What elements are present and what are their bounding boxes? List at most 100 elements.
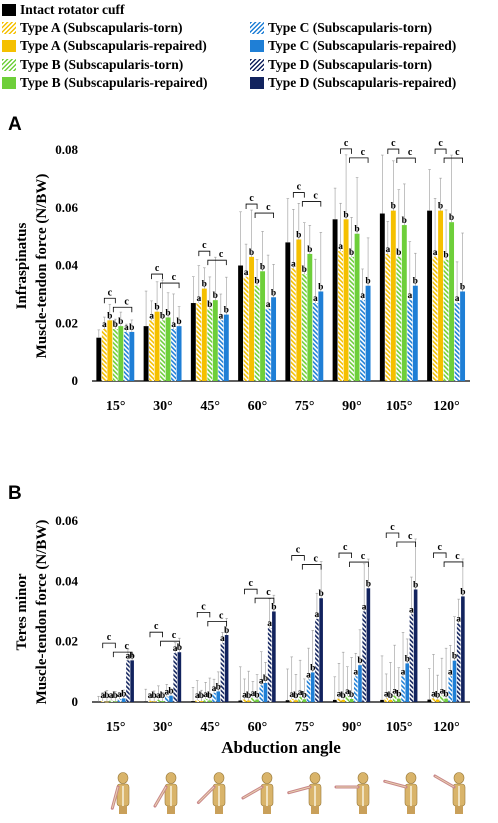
bar (337, 698, 341, 702)
bar (191, 701, 195, 702)
significance-bracket (149, 631, 163, 638)
x-axis-title: Abduction angle (221, 738, 341, 757)
significance-letter: a (448, 667, 453, 677)
bar (444, 698, 448, 702)
significance-letter: b (341, 691, 346, 701)
bar (271, 297, 277, 381)
significance-bracket (292, 192, 305, 198)
significance-letter: b (160, 311, 165, 321)
panel-letter-a: A (8, 114, 22, 135)
bar (460, 291, 466, 381)
bracket-letter: c (266, 202, 271, 213)
bar (332, 699, 337, 702)
bracket-letter: c (219, 610, 224, 621)
significance-bracket (207, 620, 228, 627)
legend-label: Type A (Subscapularis-repaired) (20, 38, 207, 53)
bar (285, 242, 291, 381)
shoulder-abduction-figure (433, 772, 466, 814)
significance-letter: b (213, 291, 218, 301)
significance-letter: b (349, 690, 354, 700)
bar (113, 701, 118, 702)
significance-bracket (434, 148, 447, 155)
significance-letter: b (113, 320, 118, 330)
bracket-letter: c (297, 182, 302, 193)
significance-letter: b (202, 280, 207, 290)
bar (449, 222, 455, 381)
x-tick-label: 15° (106, 720, 126, 735)
bar (272, 611, 276, 702)
bracket-letter: c (108, 287, 113, 298)
legend-swatch (2, 40, 16, 52)
bar (296, 239, 302, 381)
significance-letter: b (388, 691, 393, 701)
bracket-letter: c (408, 531, 413, 542)
significance-bracket (254, 597, 275, 604)
bar (176, 326, 182, 381)
significance-letter: a (203, 690, 208, 700)
bracket-letter: c (390, 522, 395, 533)
significance-letter: b (249, 248, 254, 258)
significance-letter: a (401, 667, 406, 677)
bar (100, 701, 105, 702)
legend-swatch (250, 59, 264, 71)
legend-item: Type B (Subscapularis-repaired) (2, 75, 208, 91)
legend-label: Type D (Subscapularis-repaired) (268, 75, 457, 90)
significance-letter: a (124, 323, 129, 333)
bar (173, 653, 177, 702)
bracket-letter: c (172, 630, 177, 641)
bracket-letter: c (361, 551, 366, 562)
significance-bracket (387, 148, 400, 155)
bar (432, 256, 438, 381)
significance-letter: b (343, 210, 348, 220)
significance-bracket (396, 541, 417, 547)
significance-letter: b (460, 282, 465, 292)
significance-letter: a (384, 689, 389, 699)
x-tick-label: 105° (386, 720, 413, 735)
x-tick-label: 30° (153, 720, 173, 735)
bar (354, 233, 360, 381)
bar (427, 699, 432, 702)
bar (259, 685, 264, 702)
significance-letter: b (302, 690, 307, 700)
significance-bracket (207, 259, 227, 266)
x-tick-label: 105° (386, 399, 413, 414)
bar (454, 303, 460, 381)
bar (223, 314, 229, 381)
significance-letter: b (413, 580, 418, 590)
significance-letter: b (365, 277, 370, 287)
x-tick-label: 120° (433, 399, 460, 414)
significance-letter: a (117, 690, 122, 700)
significance-letter: b (396, 690, 401, 700)
significance-letter: b (152, 691, 157, 701)
significance-letter: a (338, 242, 343, 252)
bar (107, 320, 113, 381)
bar (212, 692, 216, 702)
bracket-letter: c (154, 621, 159, 632)
bar (143, 701, 148, 702)
bar (143, 326, 149, 381)
significance-letter: b (435, 691, 440, 701)
x-tick-label: 75° (295, 720, 315, 735)
bar (365, 285, 371, 381)
bar (243, 277, 249, 381)
bracket-letter: c (361, 147, 366, 158)
bar (338, 251, 344, 381)
bar (242, 699, 247, 702)
significance-letter: b (176, 317, 181, 327)
bracket-letter: c (124, 296, 129, 307)
significance-bracket (151, 273, 163, 280)
significance-letter: a (266, 300, 271, 310)
significance-letter: b (224, 626, 229, 636)
significance-letter: b (296, 231, 301, 241)
bar (396, 256, 402, 381)
x-tick-label: 30° (153, 399, 173, 414)
significance-letter: a (164, 688, 169, 698)
significance-letter: a (218, 311, 223, 321)
bar (263, 682, 268, 702)
bracket-letter: c (124, 641, 129, 652)
significance-letter: a (195, 691, 200, 701)
bar (117, 698, 122, 702)
bracket-letter: c (172, 272, 177, 283)
significance-letter: a (455, 294, 460, 304)
significance-letter: b (405, 654, 410, 664)
